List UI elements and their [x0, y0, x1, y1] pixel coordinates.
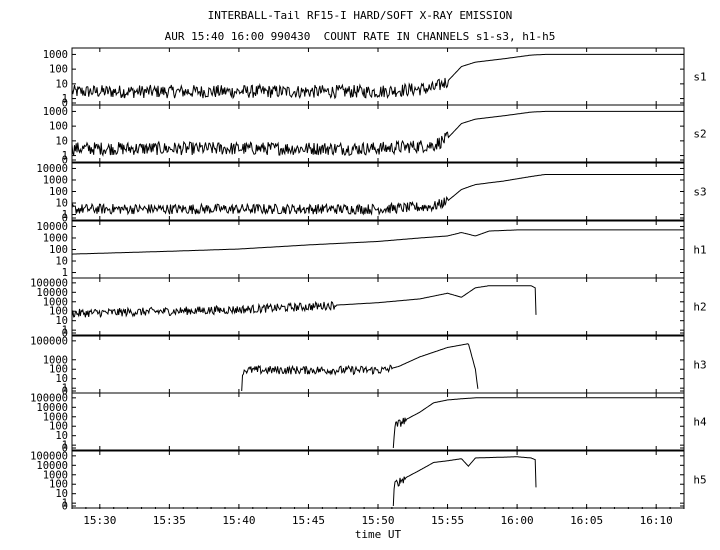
panel-label-h4: h4	[693, 416, 707, 429]
y-tick-label: 0	[62, 155, 68, 167]
panel-frame-s2	[71, 104, 685, 163]
y-tick-label: 100	[49, 244, 68, 256]
panel-label-s3: s3	[693, 186, 706, 199]
y-tick-label: 10	[55, 256, 68, 268]
y-tick-label: 10	[55, 198, 68, 210]
x-tick-label: 15:35	[153, 514, 186, 527]
y-tick-label: 10	[55, 135, 68, 147]
x-tick-label: 16:05	[570, 514, 603, 527]
x-tick-label: 15:55	[431, 514, 464, 527]
y-tick-label: 1	[62, 440, 68, 452]
y-tick-label: 0	[62, 501, 68, 513]
y-tick-label: 100	[49, 479, 68, 491]
y-tick-label: 1	[62, 209, 68, 221]
y-tick-label: 10	[55, 488, 68, 500]
y-tick-label: 1	[62, 498, 68, 510]
trace-h3	[241, 343, 479, 392]
trace-h4	[392, 397, 684, 449]
y-tick-label: 10	[55, 373, 68, 385]
y-tick-label: 10	[55, 315, 68, 327]
panel-frame-h3	[71, 335, 685, 394]
x-tick-label: 16:10	[640, 514, 673, 527]
y-tick-label: 1000	[43, 469, 68, 481]
y-tick-label: 1000	[43, 106, 68, 118]
y-tick-label: 0	[62, 98, 68, 110]
y-tick-label: 10000	[36, 163, 68, 175]
y-tick-label: 0	[62, 443, 68, 455]
y-tick-label: 1000	[43, 49, 68, 61]
y-tick-label: 100	[49, 421, 68, 433]
x-tick-label: 15:40	[222, 514, 255, 527]
panel-label-s1: s1	[693, 71, 706, 84]
y-tick-label: 1	[62, 93, 68, 105]
y-tick-label: 100	[49, 64, 68, 76]
y-tick-label: 100	[49, 121, 68, 133]
y-tick-label: 10	[55, 78, 68, 90]
y-tick-label: 0	[62, 328, 68, 340]
y-tick-label: 100	[49, 364, 68, 376]
y-tick-label: 10000	[36, 402, 68, 414]
y-tick-label: 100	[49, 186, 68, 198]
x-tick-label: 15:45	[292, 514, 325, 527]
panel-label-h1: h1	[693, 244, 706, 257]
y-tick-label: 1	[62, 267, 68, 279]
panel-frame-h5	[71, 450, 685, 509]
trace-h2	[71, 285, 537, 319]
y-tick-label: 1000	[43, 354, 68, 366]
y-tick-label: 100000	[30, 335, 68, 347]
y-tick-label: 1	[62, 150, 68, 162]
y-tick-label: 1000	[43, 411, 68, 423]
chart-subtitle: AUR 15:40 16:00 990430 COUNT RATE IN CHA…	[164, 30, 556, 43]
panel-label-s2: s2	[693, 128, 706, 141]
panel-label-h2: h2	[693, 301, 706, 314]
y-tick-label: 0	[62, 386, 68, 398]
y-tick-label: 10000	[36, 287, 68, 299]
y-tick-label: 1000	[43, 174, 68, 186]
trace-h1	[72, 229, 684, 255]
trace-s3	[71, 174, 684, 216]
trace-s2	[71, 110, 684, 157]
panel-label-h3: h3	[693, 359, 706, 372]
x-tick-label: 15:30	[83, 514, 116, 527]
y-tick-label: 10000	[36, 460, 68, 472]
y-tick-label: 100	[49, 306, 68, 318]
panel-label-h5: h5	[693, 474, 706, 487]
y-tick-label: 100000	[30, 392, 68, 404]
y-tick-label: 100000	[30, 277, 68, 289]
y-tick-label: 10	[55, 430, 68, 442]
trace-s1	[71, 53, 684, 100]
y-tick-label: 10000	[36, 221, 68, 233]
x-tick-label: 15:50	[361, 514, 394, 527]
y-tick-label: 1	[62, 325, 68, 337]
trace-h5	[392, 456, 537, 507]
chart-title: INTERBALL-Tail RF15-I HARD/SOFT X-RAY EM…	[207, 9, 513, 22]
y-tick-label: 100000	[30, 450, 68, 462]
y-tick-label: 0	[62, 213, 68, 225]
panel-frame-h4	[71, 392, 685, 451]
panel-frame-h2	[71, 277, 685, 336]
y-tick-label: 1000	[43, 232, 68, 244]
y-tick-label: 1000	[43, 296, 68, 308]
y-tick-label: 1	[62, 383, 68, 395]
x-axis-label: time UT	[355, 528, 402, 541]
x-tick-label: 16:00	[501, 514, 534, 527]
